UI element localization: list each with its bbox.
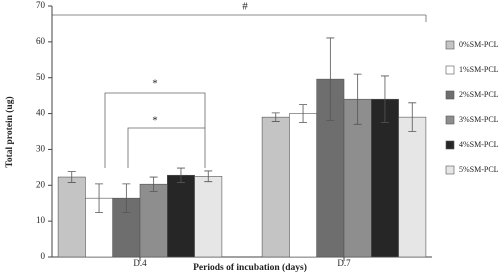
annotation: *	[152, 115, 158, 127]
y-tick-label: 20	[36, 179, 46, 189]
y-axis-label: Total protein (ug)	[4, 96, 15, 167]
legend-swatch	[445, 40, 455, 50]
y-tick-label: 10	[36, 215, 46, 225]
annotation: *	[152, 78, 158, 90]
bar	[261, 116, 290, 258]
error-bar	[353, 73, 362, 125]
significance-bracket	[104, 92, 206, 168]
y-tick-label: 0	[41, 251, 46, 261]
y-tick-label: 60	[36, 36, 46, 46]
bar	[398, 116, 427, 258]
bar	[167, 174, 195, 258]
error-bar	[299, 104, 308, 123]
bar	[343, 98, 372, 258]
error-bar	[408, 102, 417, 132]
bar	[194, 176, 223, 258]
error-bar	[271, 112, 280, 122]
legend-label: 4%SM-PCL	[459, 140, 499, 149]
x-axis-label: Periods of incubation (days)	[193, 262, 307, 273]
bar	[85, 197, 114, 258]
x-tick-label: D.7	[337, 258, 351, 268]
significance-bracket	[127, 127, 205, 168]
legend-label: 0%SM-PCL	[459, 40, 499, 49]
bar	[139, 183, 168, 258]
y-tick-label: 70	[36, 0, 46, 10]
error-bar	[149, 176, 158, 192]
legend-label: 2%SM-PCL	[459, 90, 499, 99]
error-bar	[176, 167, 185, 183]
error-bar	[122, 183, 131, 213]
y-tick-label: 40	[36, 108, 46, 118]
annotation: #	[242, 1, 248, 13]
error-bar	[380, 75, 389, 123]
error-bar	[95, 183, 104, 213]
legend-label: 3%SM-PCL	[459, 115, 499, 124]
error-bar	[67, 171, 76, 183]
legend-swatch	[445, 165, 455, 175]
bar	[57, 176, 86, 258]
legend-label: 5%SM-PCL	[459, 165, 499, 174]
legend-swatch	[445, 140, 455, 150]
legend-swatch	[445, 65, 455, 75]
legend-swatch	[445, 115, 455, 125]
error-bar	[204, 170, 213, 183]
bar	[289, 113, 317, 258]
x-tick-label: D.4	[133, 258, 147, 268]
y-tick-label: 30	[36, 143, 46, 153]
y-tick-label: 50	[36, 72, 46, 82]
error-bar	[326, 37, 335, 121]
legend-swatch	[445, 90, 455, 100]
legend-label: 1%SM-PCL	[459, 65, 499, 74]
